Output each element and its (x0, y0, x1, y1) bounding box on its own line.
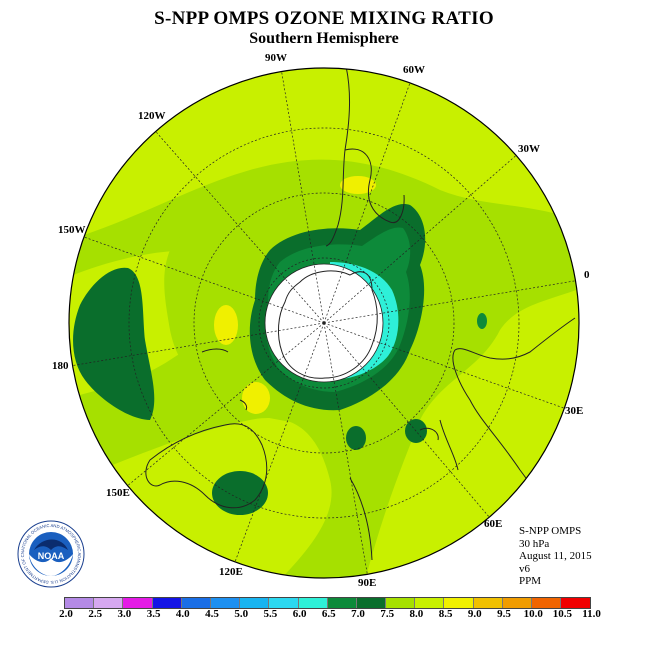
colorbar-tick-label: 11.0 (582, 608, 601, 620)
colorbar-tick-label: 4.0 (175, 608, 190, 620)
australia-coast (145, 423, 268, 509)
field-6.5-7.0-south (212, 471, 268, 515)
lon-label-90e: 90E (358, 577, 377, 589)
colorbar-tick-label: 4.5 (205, 608, 219, 620)
colorbar-segment (415, 598, 445, 608)
colorbar-tick-label: 3.0 (117, 608, 132, 620)
colorbar-segment (298, 598, 328, 608)
lon-label-150e: 150E (106, 487, 130, 499)
lon-label-30w: 30W (518, 143, 540, 155)
colorbar-tick-label: 7.5 (380, 608, 395, 620)
antarctica-coastline (277, 270, 378, 379)
colorbar-tick-label: 6.0 (292, 608, 307, 620)
field-6.5-7.0-patch-a (346, 426, 366, 450)
colorbar-tick-label: 9.0 (467, 608, 482, 620)
continent-outlines (145, 68, 576, 561)
noaa-logo-text: NOAA (38, 551, 65, 561)
colorbar-segment (444, 598, 474, 608)
lon-label-120e: 120E (219, 566, 243, 578)
map-subtitle: Southern Hemisphere (249, 30, 399, 47)
colorbar-segment (210, 598, 241, 608)
colorbar-segment (386, 598, 416, 608)
colorbar-tick-label: 7.0 (351, 608, 365, 620)
field-8.5-patch-1 (340, 176, 376, 194)
lon-label-60e: 60E (484, 518, 503, 530)
colorbar-tick-label: 8.0 (409, 608, 424, 620)
islands-east (349, 419, 459, 561)
colorbar-segment (123, 598, 153, 608)
colorbar-tick-label: 2.0 (59, 608, 73, 620)
colorbar-segment (152, 598, 182, 608)
colorbar-segment (473, 598, 503, 608)
info-version: v6 (519, 562, 530, 575)
info-level: 30 hPa (519, 537, 550, 550)
colorbar-tick-label: 9.5 (497, 608, 511, 620)
colorbar-segment (65, 598, 95, 608)
colorbar (64, 597, 592, 609)
colorbar-tick-label: 3.5 (146, 608, 161, 620)
colorbar-segment (269, 598, 299, 608)
colorbar-segment (502, 598, 532, 608)
info-block: S-NPP OMPS 30 hPa August 11, 2015 v6 PPM (519, 525, 592, 588)
colorbar-segment (240, 598, 270, 608)
colorbar-tick-label: 5.5 (263, 608, 278, 620)
lon-label-90w: 90W (265, 52, 287, 64)
lon-label-180: 180 (52, 360, 69, 372)
colorbar-tick-label: 5.0 (234, 608, 249, 620)
colorbar-tick-label: 6.5 (321, 608, 336, 620)
colorbar-tick-label: 2.5 (88, 608, 103, 620)
info-date: August 11, 2015 (519, 550, 592, 562)
field-6.5-7.0-patch-c (477, 313, 487, 329)
colorbar-segment (327, 598, 357, 608)
colorbar-tick-label: 8.5 (438, 608, 453, 620)
colorbar-ticks: 2.0 2.5 3.0 3.5 4.0 4.5 5.0 5.5 6.0 6.5 7.0 7.5 8.0 8… (0, 608, 648, 622)
lon-label-150w: 150W (58, 224, 86, 236)
colorbar-tick-label: 10.5 (552, 608, 573, 620)
new-zealand-coast (201, 348, 248, 411)
info-instrument: S-NPP OMPS (519, 525, 582, 537)
africa-coast (452, 317, 576, 521)
colorbar-segment (356, 598, 387, 608)
south-america-coast (325, 68, 405, 247)
colorbar-segment (561, 598, 591, 608)
lon-label-0: 0 (584, 269, 590, 281)
lon-label-60w: 60W (403, 64, 425, 76)
graticule (69, 68, 579, 578)
colorbar-tick-label: 10.0 (523, 608, 543, 620)
info-units: PPM (519, 575, 542, 587)
colorbar-segment (181, 598, 211, 608)
noaa-logo: NOAA NATIONAL OCEANIC AND ATMOSPHERIC AD… (17, 520, 85, 588)
colorbar-segment (532, 598, 562, 608)
field-8.5-patch-2 (214, 305, 238, 345)
colorbar-segment (94, 598, 124, 608)
field-6.5-7.0-west (73, 267, 155, 420)
madagascar-coast (419, 427, 439, 441)
map-border (68, 67, 580, 579)
field-8.5-patch-3 (242, 382, 270, 414)
lon-label-120w: 120W (138, 110, 166, 122)
lon-label-30e: 30E (565, 405, 584, 417)
map-title: S-NPP OMPS OZONE MIXING RATIO (154, 8, 494, 29)
